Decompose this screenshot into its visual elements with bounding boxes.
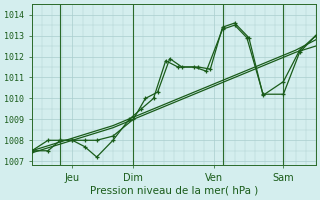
X-axis label: Pression niveau de la mer( hPa ): Pression niveau de la mer( hPa ) [90, 186, 258, 196]
